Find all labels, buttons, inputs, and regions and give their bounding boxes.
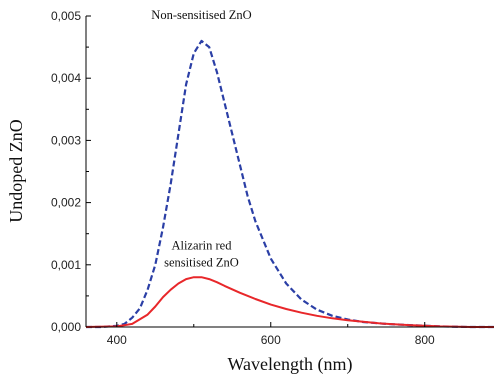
x-tick-label: 600 xyxy=(261,333,281,347)
y-tick-label: 0,000 xyxy=(51,320,81,334)
x-tick-label: 400 xyxy=(107,333,127,347)
annotation-layer: Non-sensitised ZnO Alizarin red sensitised… xyxy=(151,8,251,269)
annotation-alizarin-label: sensitised ZnO xyxy=(164,255,239,269)
series-line-alizarin xyxy=(85,276,494,328)
annotation-non-sensitised-label: Non-sensitised ZnO xyxy=(151,8,251,22)
y-tick-label: 0,004 xyxy=(51,71,81,85)
y-tick-label: 0,001 xyxy=(51,258,81,272)
series-layer xyxy=(85,39,494,329)
x-tick-label: 800 xyxy=(415,333,435,347)
annotation-alizarin-label: Alizarin red xyxy=(171,238,232,252)
x-axis-title: Wavelength (nm) xyxy=(227,354,352,375)
y-axis-title: Undoped ZnO xyxy=(6,119,26,222)
y-tick-label: 0,005 xyxy=(51,9,81,23)
ticks-layer: 400 600 800 0,000 0,001 0,002 0,003 0,004 0,005 xyxy=(51,9,435,347)
y-tick-label: 0,003 xyxy=(51,133,81,147)
plot-area xyxy=(86,16,494,327)
y-tick-label: 0,002 xyxy=(51,196,81,210)
